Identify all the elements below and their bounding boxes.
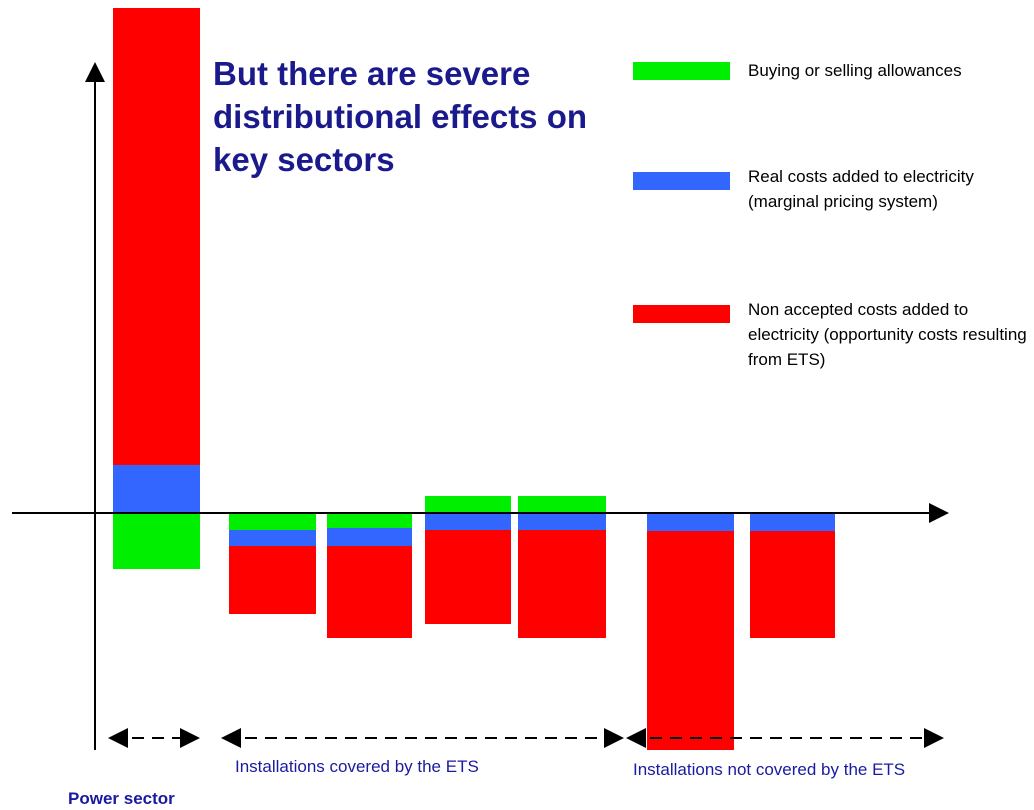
bar-segment (327, 528, 412, 546)
annotation: Power sector (68, 789, 175, 808)
bar-segment (113, 513, 200, 569)
bar-segment (229, 546, 316, 614)
bar-segment (647, 531, 734, 750)
bar-segment (425, 496, 511, 513)
bar-segment (229, 530, 316, 546)
legend-label: Non accepted costs added to electricity … (748, 300, 1027, 369)
chart-title: But there are severe distributional effe… (213, 55, 588, 178)
bar-segment (113, 465, 200, 513)
legend-swatch (633, 172, 730, 190)
bar-segment (647, 513, 734, 531)
bar-segment (518, 530, 606, 638)
bar-segment (229, 513, 316, 530)
annotation: Installations not covered by the ETS (633, 760, 906, 779)
legend-label: Real costs added to electricity (margina… (748, 167, 974, 211)
legend-swatch (633, 305, 730, 323)
bar-segment (327, 513, 412, 528)
bar-segment (750, 513, 835, 531)
bar-segment (425, 530, 511, 624)
bar-segment (113, 8, 200, 465)
legend-swatch (633, 62, 730, 80)
bar-segment (425, 513, 511, 530)
legend-label: Buying or selling allowances (748, 61, 962, 80)
bar-segment (750, 531, 835, 638)
bar-segment (327, 546, 412, 638)
bar-segment (518, 513, 606, 530)
bar-segment (518, 496, 606, 513)
annotation: Installations covered by the ETS (235, 757, 479, 776)
